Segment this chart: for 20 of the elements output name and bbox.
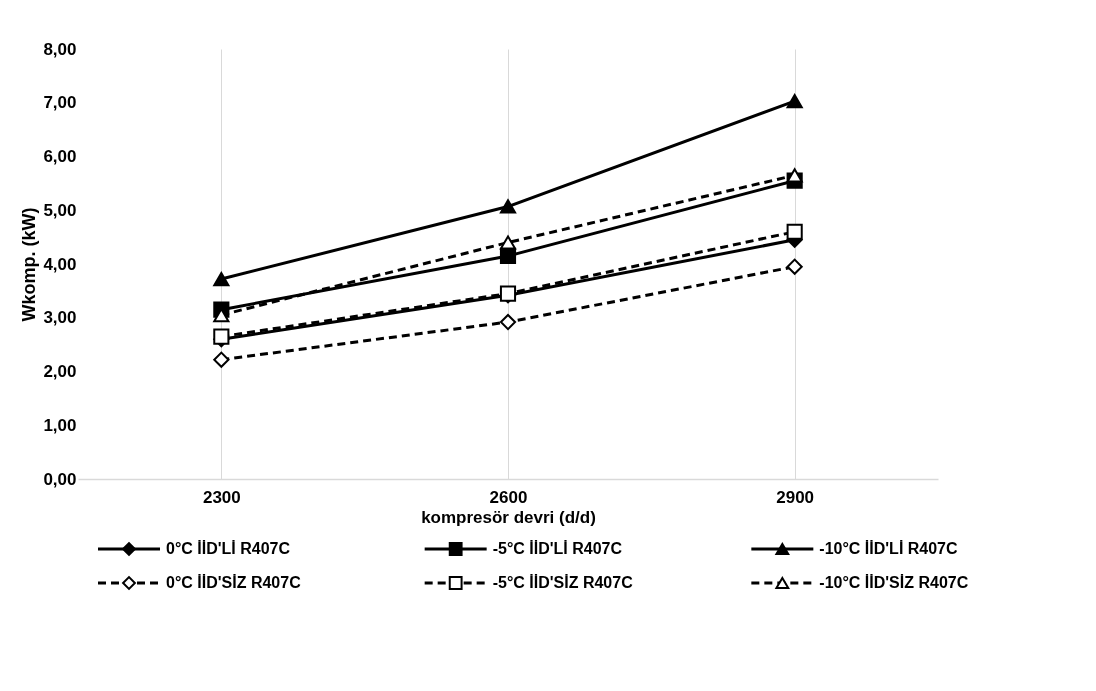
legend-label: 0°C İİD'Lİ R407C [166,540,291,557]
y-axis-title: Wkomp. (kW) [19,207,40,322]
x-tick-label: 2600 [489,487,528,507]
y-tick-label: 4,00 [43,254,77,274]
y-tick-label: 2,00 [43,362,77,381]
legend-label: -10°C İİD'Lİ R407C [819,540,959,557]
legend-label: -5°C İİD'Lİ R407C [492,540,623,557]
x-tick-label: 2900 [776,487,815,507]
y-tick-label: 0,00 [43,469,77,489]
legend-label: 0°C İİD'SİZ R407C [166,574,302,591]
y-tick-label: 1,00 [43,415,77,435]
x-axis-title: kompresör devri (d/d) [421,507,596,527]
y-tick-label: 5,00 [43,200,77,220]
x-tick-label: 2300 [202,487,241,507]
legend-label: -10°C İİD'SİZ R407C [819,574,969,591]
y-tick-label: 7,00 [43,93,77,113]
y-tick-label: 3,00 [43,308,77,328]
y-tick-label: 8,00 [43,39,77,59]
legend-label: -5°C İİD'SİZ R407C [492,574,634,591]
y-tick-label: 6,00 [43,147,77,166]
